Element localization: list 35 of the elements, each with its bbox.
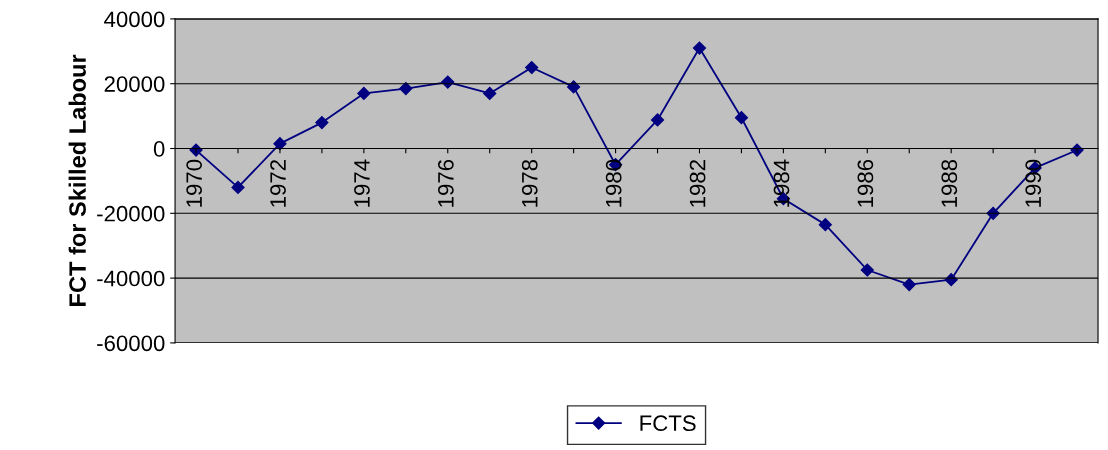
y-tick-label: 20000 xyxy=(104,76,165,92)
point xyxy=(860,263,874,277)
y-tick-label: -40000 xyxy=(97,270,165,287)
point xyxy=(273,137,287,151)
x-tick-label: 1980 xyxy=(605,159,622,207)
x-tick-label: 1970 xyxy=(186,159,203,207)
legend-label: FCTS xyxy=(640,415,696,432)
y-tick-label: -20000 xyxy=(97,205,165,222)
point xyxy=(734,111,749,125)
point xyxy=(818,218,832,232)
x-tick-label: 1984 xyxy=(773,159,790,207)
point xyxy=(231,180,245,194)
point xyxy=(525,60,539,75)
x-tick-label: 1986 xyxy=(857,159,874,207)
x-tick-label: 1988 xyxy=(941,159,958,207)
point xyxy=(650,113,665,127)
x-tick-label: 1978 xyxy=(521,159,538,207)
y-tick-label: -60000 xyxy=(97,335,165,352)
point xyxy=(357,86,371,101)
y-tick-label: 0 xyxy=(153,141,165,157)
x-tick-label: 1982 xyxy=(689,160,706,207)
y-axis-title: FCT for Skilled Labour xyxy=(68,54,86,306)
x-tick-label: 1990 xyxy=(1025,159,1042,207)
point xyxy=(902,277,916,292)
point xyxy=(441,75,455,89)
point xyxy=(567,80,581,94)
x-tick-label: 1976 xyxy=(437,159,454,207)
y-tick-label: 40000 xyxy=(104,11,165,28)
x-tick-label: 1972 xyxy=(270,160,286,207)
point xyxy=(315,115,329,130)
point xyxy=(986,206,1000,220)
point xyxy=(692,41,707,55)
x-tick-label: 1974 xyxy=(354,159,370,207)
point xyxy=(483,86,497,101)
point xyxy=(399,81,413,96)
